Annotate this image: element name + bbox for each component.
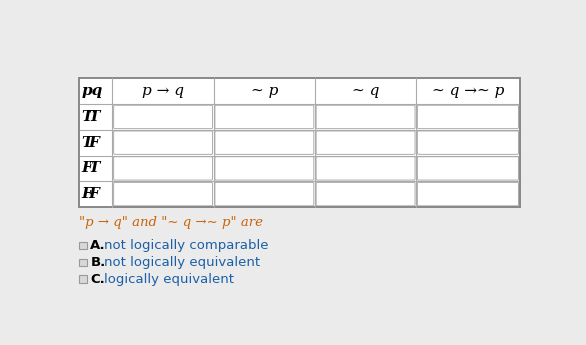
Text: "p → q" and "∼ q →∼ p" are: "p → q" and "∼ q →∼ p" are bbox=[80, 216, 264, 229]
Text: ∼ q →∼ p: ∼ q →∼ p bbox=[432, 84, 504, 98]
Bar bbox=[80, 275, 87, 283]
Text: p → q: p → q bbox=[142, 84, 184, 98]
Text: not logically equivalent: not logically equivalent bbox=[104, 256, 260, 269]
Bar bbox=[80, 78, 520, 207]
Text: pq: pq bbox=[82, 84, 103, 98]
Text: logically equivalent: logically equivalent bbox=[104, 273, 234, 286]
Text: not logically comparable: not logically comparable bbox=[104, 239, 269, 252]
Text: T: T bbox=[88, 161, 100, 175]
Text: F: F bbox=[88, 187, 100, 201]
FancyBboxPatch shape bbox=[417, 105, 519, 129]
Text: T: T bbox=[81, 110, 93, 124]
FancyBboxPatch shape bbox=[114, 183, 213, 206]
Bar bbox=[80, 241, 87, 249]
Text: ∼ p: ∼ p bbox=[251, 84, 278, 98]
Text: C.: C. bbox=[90, 273, 105, 286]
FancyBboxPatch shape bbox=[417, 131, 519, 154]
Text: F: F bbox=[81, 187, 92, 201]
Text: F: F bbox=[81, 161, 92, 175]
FancyBboxPatch shape bbox=[114, 157, 213, 180]
FancyBboxPatch shape bbox=[114, 131, 213, 154]
Text: B.: B. bbox=[90, 256, 105, 269]
FancyBboxPatch shape bbox=[417, 183, 519, 206]
Text: F: F bbox=[88, 136, 100, 150]
Bar bbox=[80, 258, 87, 266]
Text: A.: A. bbox=[90, 239, 106, 252]
FancyBboxPatch shape bbox=[114, 105, 213, 129]
FancyBboxPatch shape bbox=[215, 131, 314, 154]
FancyBboxPatch shape bbox=[417, 157, 519, 180]
FancyBboxPatch shape bbox=[316, 157, 415, 180]
Text: ∼ q: ∼ q bbox=[352, 84, 379, 98]
Text: T: T bbox=[88, 110, 100, 124]
FancyBboxPatch shape bbox=[316, 105, 415, 129]
FancyBboxPatch shape bbox=[215, 183, 314, 206]
FancyBboxPatch shape bbox=[316, 131, 415, 154]
Text: T: T bbox=[81, 136, 93, 150]
FancyBboxPatch shape bbox=[316, 183, 415, 206]
FancyBboxPatch shape bbox=[215, 157, 314, 180]
FancyBboxPatch shape bbox=[215, 105, 314, 129]
